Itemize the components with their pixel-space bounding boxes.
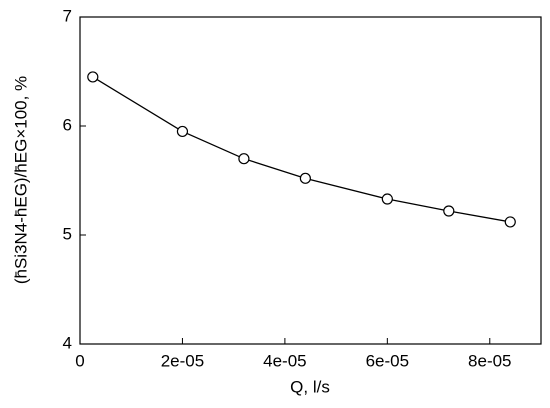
x-tick-label: 8e-05 (468, 351, 511, 370)
x-tick-label: 2e-05 (161, 351, 204, 370)
y-tick-label: 4 (63, 333, 72, 352)
marker (299, 172, 311, 184)
line (92, 76, 511, 223)
marker (443, 205, 455, 217)
marker (176, 125, 189, 138)
x-tick-label: 6e-05 (366, 351, 409, 370)
y-tick-label: 7 (63, 6, 72, 25)
marker (87, 71, 99, 83)
y-tick-label: 6 (63, 115, 72, 134)
marker (504, 216, 516, 228)
x-axis-label: Q, l/s (290, 377, 330, 396)
marker (238, 153, 250, 165)
plot-frame (79, 16, 542, 345)
y-axis-label: (h̄Si3N4-h̄EG)/h̄EG×100, % (11, 76, 30, 284)
y-tick-label: 5 (63, 224, 72, 243)
marker (381, 193, 393, 205)
x-tick-label: 4e-05 (263, 351, 306, 370)
x-tick-label: 0 (75, 351, 84, 370)
